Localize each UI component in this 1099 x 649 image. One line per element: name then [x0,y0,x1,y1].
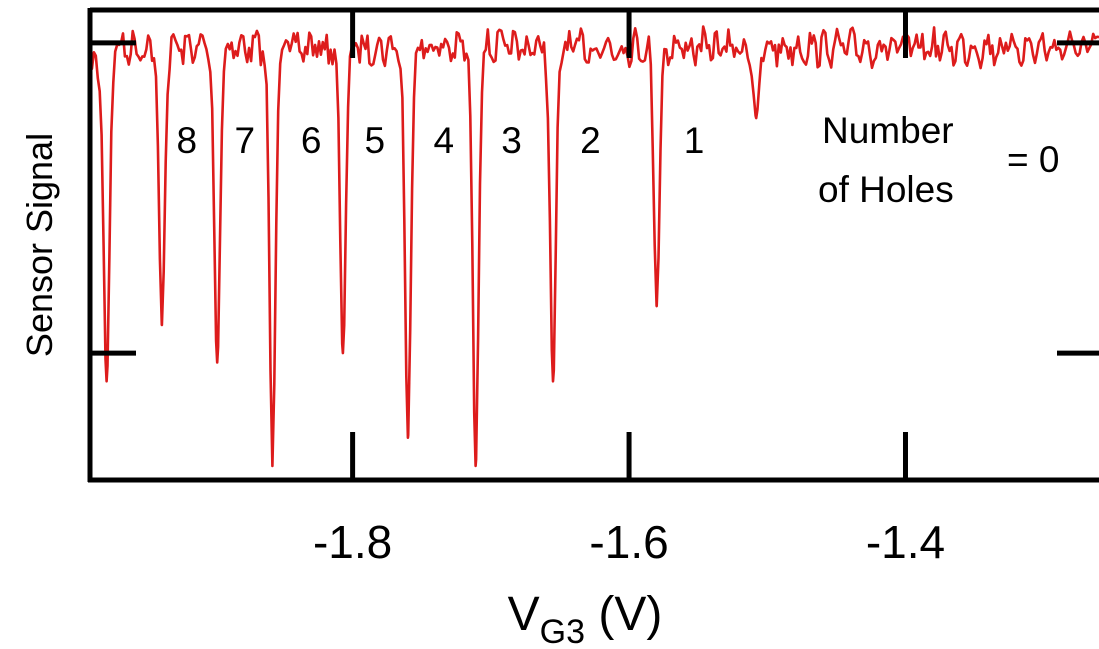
charge-count-label: 6 [301,120,322,161]
x-axis-title: VG3 (V) [508,588,663,649]
plot-frame [87,7,1099,483]
annotation-number-label: Number [822,110,954,151]
charge-count-label: 7 [235,120,256,161]
sensor-signal-trace [88,25,1099,468]
annotation: Number of Holes = 0 [818,110,1059,210]
x-axis-title-subscript: G3 [540,613,585,649]
x-tick-label: -1.8 [313,516,392,568]
x-axis-title-main: V [508,588,540,641]
charge-count-label: 1 [684,120,705,161]
annotation-value-label: = 0 [1007,139,1059,180]
annotation-of-holes-label: of Holes [818,169,954,210]
charge-count-label: 8 [176,120,197,161]
charge-count-label: 3 [501,120,522,161]
x-tick-label: -1.6 [589,516,668,568]
charge-count-label: 5 [364,120,385,161]
charge-count-label: 2 [580,120,601,161]
y-axis-ticks [90,40,1099,356]
charge-count-label: 4 [434,120,455,161]
x-axis-ticks [350,10,908,480]
y-axis-title: Sensor Signal [19,133,60,357]
x-axis-tick-labels: -1.8 -1.6 -1.4 [313,516,945,568]
x-axis-title-unit: (V) [585,588,662,641]
x-tick-label: -1.4 [866,516,945,568]
trace-layer [88,25,1099,468]
